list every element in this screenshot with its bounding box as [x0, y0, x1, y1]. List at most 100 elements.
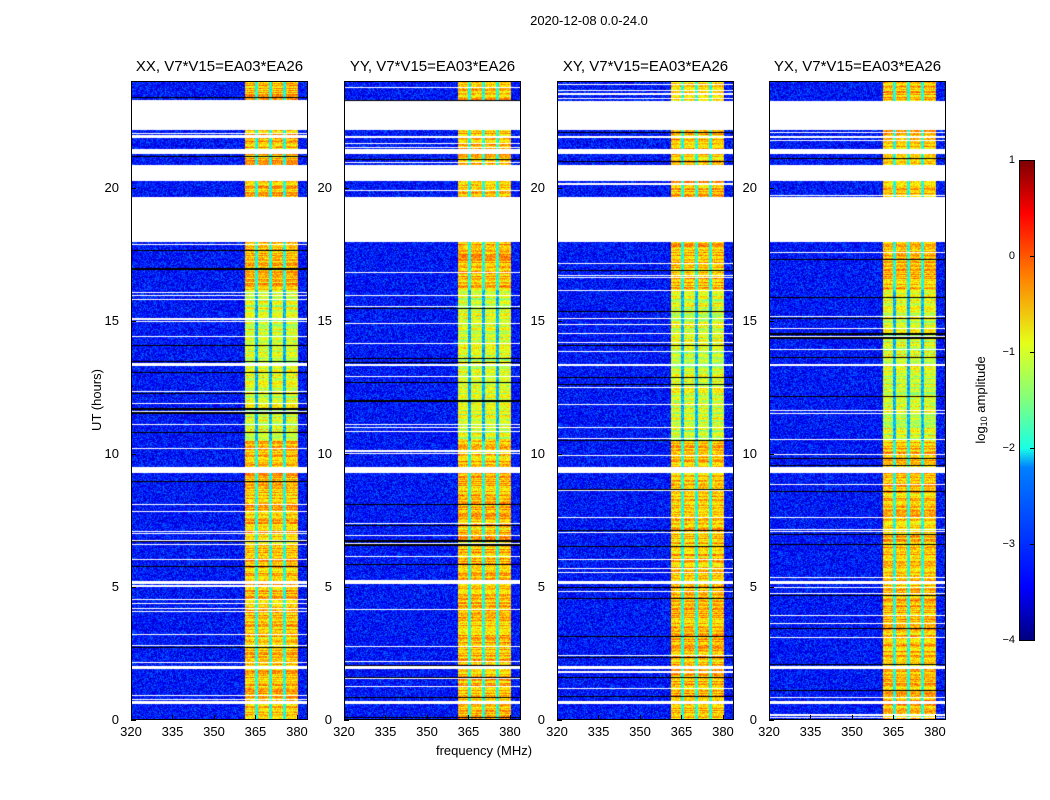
x-tick-mark: [468, 715, 470, 720]
y-tick-label: 20: [104, 179, 119, 195]
y-tick-mark: [131, 187, 136, 189]
x-tick-mark: [851, 715, 853, 720]
colorbar-tick-mark: [1030, 160, 1035, 161]
x-tick-label: 320: [758, 724, 780, 739]
colorbar-tick-mark: [1030, 640, 1035, 641]
y-tick-label: 20: [742, 179, 757, 195]
x-tick-mark: [769, 715, 770, 720]
colorbar-tick-label: −1: [1002, 345, 1015, 358]
y-tick-mark: [344, 453, 349, 455]
y-tick-label: 10: [317, 445, 332, 461]
colorbar-tick-label: −3: [1002, 537, 1015, 550]
y-tick-label: 10: [742, 445, 757, 461]
colorbar-tick-label: 0: [1008, 249, 1015, 262]
y-tick-mark: [769, 320, 774, 322]
x-tick-mark: [426, 715, 428, 720]
x-tick-label: 335: [161, 724, 184, 739]
heatmap-image: [558, 82, 733, 719]
x-tick-label: 380: [286, 724, 308, 739]
heatmap-image: [132, 82, 307, 719]
colorbar-label-log: log: [973, 426, 989, 444]
x-tick-mark: [213, 715, 215, 720]
colorbar-tick-label: 1: [1008, 153, 1015, 166]
x-tick-label: 380: [499, 724, 521, 739]
y-tick-mark: [769, 453, 774, 455]
x-tick-label: 335: [799, 724, 822, 739]
y-tick-label: 5: [111, 578, 119, 594]
y-axis-label: UT (hours): [88, 369, 104, 431]
colorbar-label: log10 amplitude: [973, 356, 990, 444]
heatmap-panel: [557, 81, 734, 720]
x-tick-label: 350: [841, 724, 863, 739]
x-tick-label: 365: [882, 724, 905, 739]
figure-title: 2020-12-08 0.0-24.0: [530, 13, 648, 28]
colorbar-tick-label: −4: [1002, 633, 1015, 646]
x-tick-label: 320: [120, 724, 142, 739]
panel-title: YX, V7*V15=EA03*EA26: [773, 58, 942, 75]
y-tick-label: 15: [317, 312, 332, 328]
x-tick-mark: [131, 715, 132, 720]
y-tick-mark: [131, 453, 136, 455]
y-tick-mark: [557, 453, 562, 455]
x-tick-label: 335: [587, 724, 610, 739]
x-tick-label: 335: [374, 724, 397, 739]
y-tick-mark: [344, 320, 349, 322]
y-tick-mark: [769, 586, 774, 588]
x-tick-mark: [255, 715, 257, 720]
x-tick-label: 380: [924, 724, 946, 739]
y-tick-mark: [557, 320, 562, 322]
y-tick-label: 15: [530, 312, 545, 328]
x-tick-mark: [296, 715, 298, 720]
x-tick-mark: [934, 715, 936, 720]
heatmap-panel: [344, 81, 521, 720]
colorbar-label-rest: amplitude: [973, 356, 989, 417]
y-tick-mark: [557, 586, 562, 588]
y-tick-label: 0: [749, 711, 757, 727]
heatmap-image: [770, 82, 945, 719]
colorbar-tick-mark: [1030, 256, 1035, 257]
x-tick-mark: [344, 715, 345, 720]
y-tick-mark: [131, 320, 136, 322]
x-tick-mark: [639, 715, 641, 720]
x-tick-label: 350: [203, 724, 225, 739]
colorbar-tick-label: −2: [1002, 441, 1015, 454]
colorbar-tick-mark: [1030, 352, 1035, 353]
panel-title: YY, V7*V15=EA03*EA26: [349, 58, 516, 75]
y-tick-mark: [131, 720, 136, 721]
x-tick-mark: [810, 715, 812, 720]
y-tick-label: 0: [111, 711, 119, 727]
x-axis-label: frequency (MHz): [435, 743, 533, 758]
y-tick-label: 5: [749, 578, 757, 594]
y-tick-label: 0: [324, 711, 332, 727]
x-tick-mark: [172, 715, 174, 720]
x-tick-label: 365: [244, 724, 267, 739]
y-tick-mark: [557, 187, 562, 189]
colorbar-tick-mark: [1030, 544, 1035, 545]
x-tick-mark: [722, 715, 724, 720]
x-tick-mark: [509, 715, 511, 720]
x-tick-label: 350: [416, 724, 438, 739]
y-tick-label: 20: [317, 179, 332, 195]
colorbar-label-sub: 10: [979, 416, 990, 427]
x-tick-label: 350: [629, 724, 651, 739]
y-tick-mark: [344, 586, 349, 588]
x-tick-label: 320: [546, 724, 568, 739]
y-tick-label: 15: [742, 312, 757, 328]
y-tick-mark: [769, 720, 774, 721]
x-tick-label: 365: [457, 724, 480, 739]
y-tick-label: 10: [530, 445, 545, 461]
x-tick-mark: [598, 715, 600, 720]
y-tick-mark: [769, 187, 774, 189]
colorbar: [1019, 160, 1035, 641]
y-tick-label: 5: [537, 578, 545, 594]
y-tick-label: 5: [324, 578, 332, 594]
colorbar-tick-mark: [1030, 448, 1035, 449]
y-tick-mark: [344, 720, 349, 721]
y-tick-label: 10: [104, 445, 119, 461]
y-tick-label: 0: [537, 711, 545, 727]
heatmap-image: [345, 82, 520, 719]
panel-title: XX, V7*V15=EA03*EA26: [135, 58, 304, 75]
x-tick-label: 365: [670, 724, 693, 739]
y-tick-mark: [344, 187, 349, 189]
x-tick-mark: [893, 715, 895, 720]
